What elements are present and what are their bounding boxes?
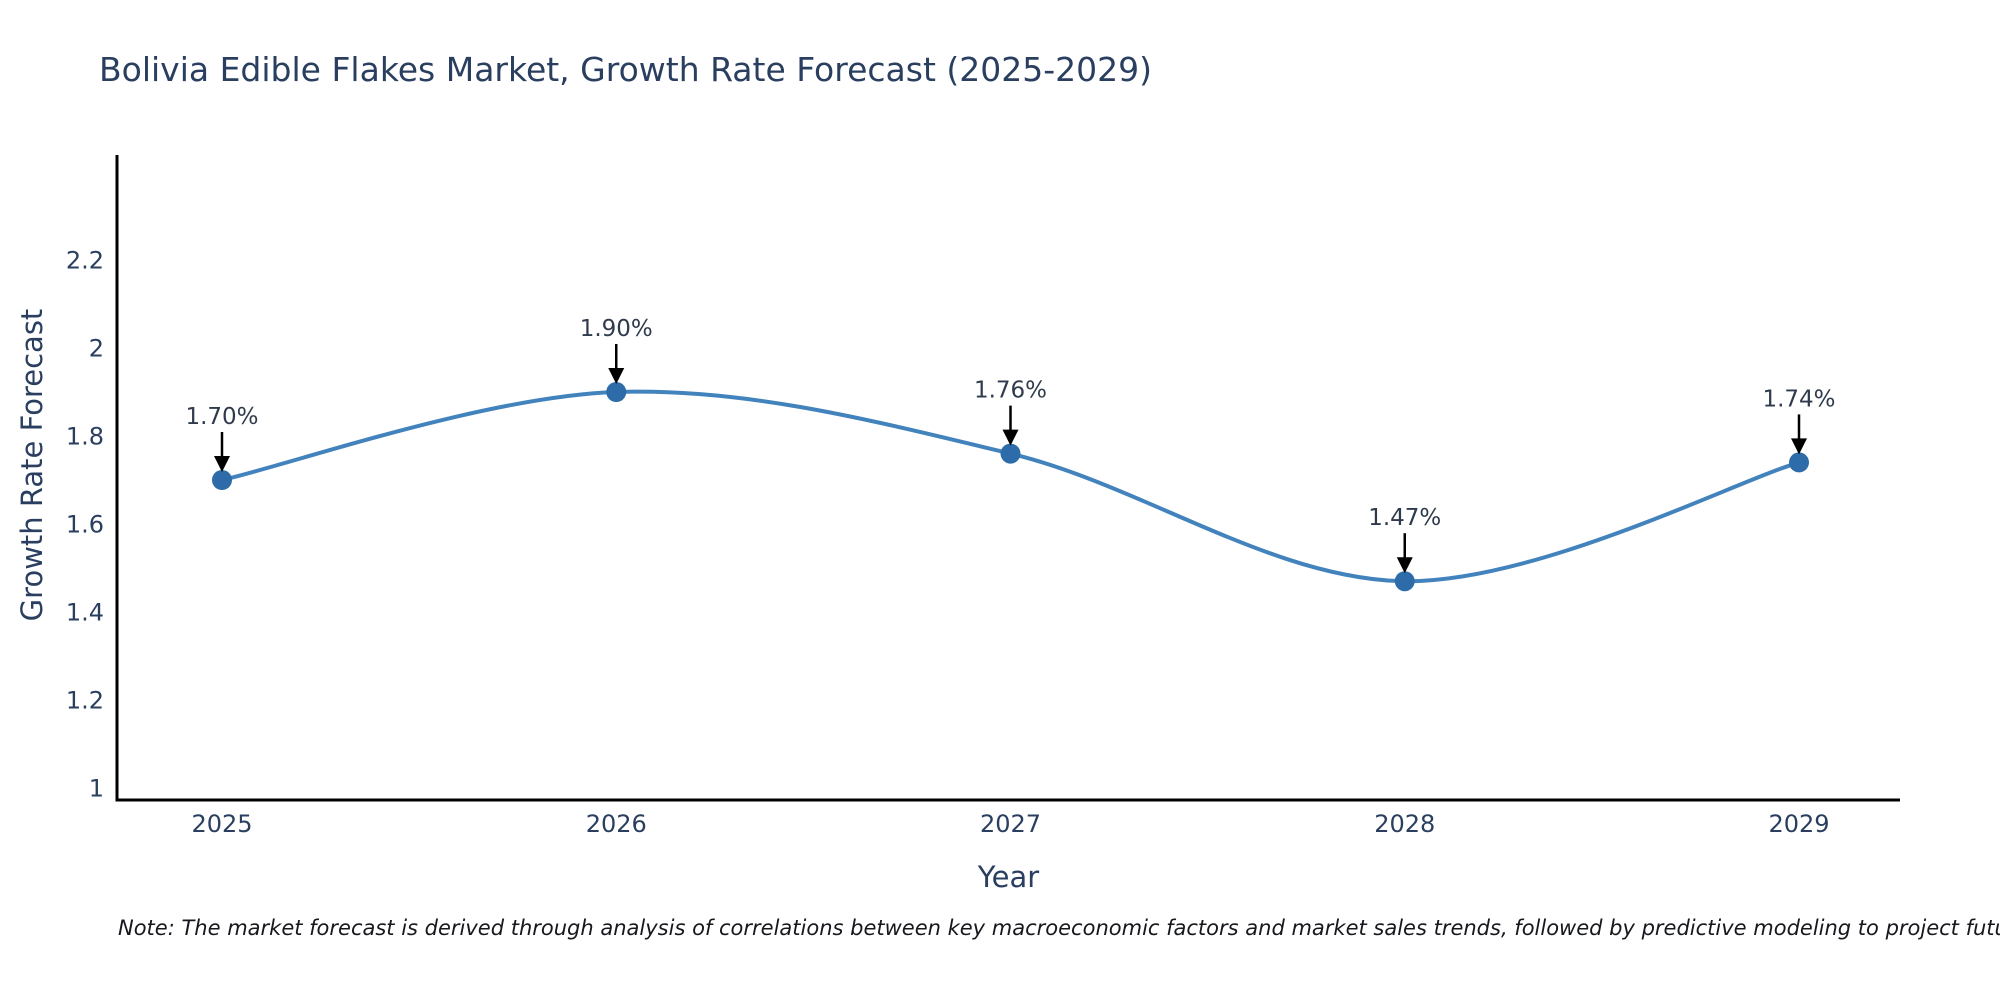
- y-tick-label: 1: [89, 774, 104, 802]
- x-axis-ticks: 2025 2026 2027 2028 2029: [191, 810, 1829, 838]
- data-point-marker[interactable]: [1000, 443, 1021, 464]
- data-point-marker[interactable]: [1789, 452, 1809, 473]
- annotation-arrowhead-icon: [1396, 557, 1413, 574]
- axis-lines: [115, 155, 1900, 802]
- data-point-marker[interactable]: [212, 470, 232, 490]
- x-axis-title: Year: [977, 860, 1040, 894]
- y-tick-label: 1.4: [66, 598, 104, 626]
- annotation-label: 1.47%: [1368, 505, 1441, 531]
- point-annotations: 1.70% 1.90% 1.76% 1.47% 1.74%: [185, 316, 1836, 574]
- annotation-arrowhead-icon: [1791, 438, 1807, 455]
- annotation-arrowhead-icon: [214, 456, 230, 472]
- annotation-arrowhead-icon: [608, 368, 625, 384]
- annotation-label: 1.74%: [1762, 386, 1835, 412]
- y-tick-label: 2.2: [66, 246, 104, 274]
- annotation-label: 1.90%: [580, 316, 653, 342]
- chart-title: Bolivia Edible Flakes Market, Growth Rat…: [99, 50, 1153, 89]
- x-tick-label: 2026: [586, 810, 647, 838]
- data-point-marker[interactable]: [1394, 571, 1415, 592]
- x-tick-label: 2025: [191, 810, 252, 838]
- data-point-marker[interactable]: [606, 382, 627, 402]
- x-tick-label: 2027: [980, 810, 1041, 838]
- y-tick-label: 1.8: [66, 422, 104, 450]
- data-point-markers: [212, 382, 1809, 592]
- annotation-arrowhead-icon: [1002, 429, 1019, 446]
- y-tick-label: 1.6: [66, 510, 104, 538]
- annotation-label: 1.70%: [185, 404, 258, 430]
- x-tick-label: 2028: [1374, 810, 1435, 838]
- y-tick-label: 2: [89, 334, 104, 362]
- footnote: Note: The market forecast is derived thr…: [118, 916, 2000, 940]
- annotation-label: 1.76%: [974, 378, 1047, 404]
- y-axis-ticks: 1 1.2 1.4 1.6 1.8 2 2.2: [66, 246, 104, 802]
- y-tick-label: 1.2: [66, 686, 104, 714]
- x-tick-label: 2029: [1768, 810, 1829, 838]
